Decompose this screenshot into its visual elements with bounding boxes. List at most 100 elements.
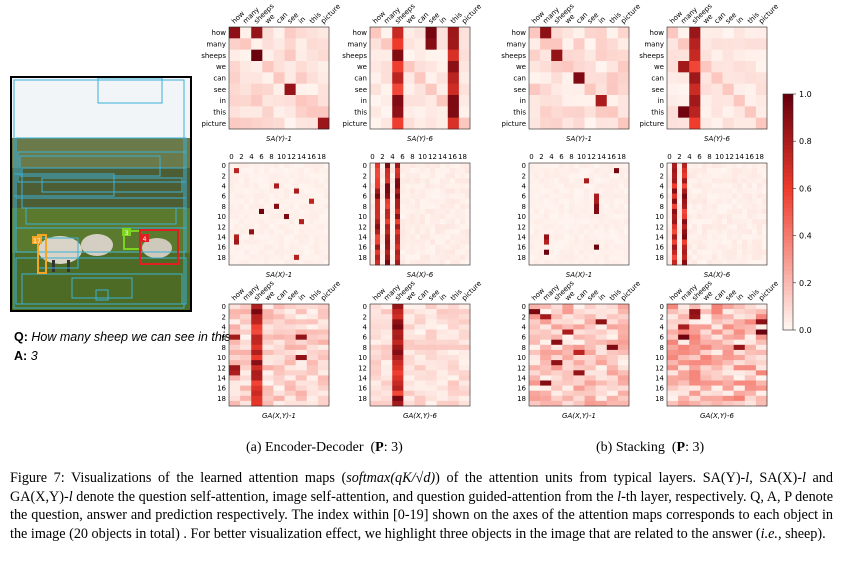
heatmap-cell [722, 355, 734, 361]
heatmap-cell [317, 117, 330, 130]
heatmap-cell [617, 365, 630, 371]
row-tick-label: 8 [363, 203, 367, 211]
heatmap-cell [702, 214, 708, 220]
heatmap-cell [529, 239, 535, 245]
heatmap-cell [392, 355, 404, 361]
colorbar-segment [783, 239, 793, 244]
heatmap-cell [614, 254, 620, 261]
heatmap-cell [284, 173, 290, 179]
heatmap-cell [436, 370, 449, 376]
heatmap-cell [744, 72, 757, 84]
heatmap-cell [403, 72, 415, 84]
heatmap-cell [579, 224, 585, 230]
heatmap-cell [599, 188, 605, 194]
heatmap-cell [254, 244, 260, 250]
heatmap-cell [370, 178, 376, 184]
heatmap-cell [314, 239, 320, 245]
heatmap-cell [589, 234, 595, 240]
heatmap-cell [529, 198, 535, 205]
heatmap-cell [595, 400, 608, 407]
heatmap-cell [733, 395, 746, 402]
heatmap-cell [460, 239, 466, 245]
heatmap-cell [269, 244, 275, 250]
heatmap-cell [254, 234, 260, 240]
heatmap-cell [392, 95, 404, 107]
colorbar-segment [783, 302, 793, 307]
heatmap-cell [752, 173, 758, 179]
heatmap-cell [458, 390, 471, 397]
heatmap-cell [254, 249, 260, 256]
heatmap-cell [465, 168, 471, 174]
heatmap-cell [755, 95, 768, 107]
heatmap-cell [682, 188, 688, 194]
heatmap-cell [594, 173, 600, 179]
heatmap-cell [594, 234, 600, 240]
heatmap-cell [551, 390, 563, 397]
heatmap-cell [447, 400, 460, 407]
heatmap-cell [692, 178, 698, 184]
heatmap-cell [584, 178, 590, 184]
heatmap-cell [707, 219, 713, 225]
heatmap-cell [539, 173, 545, 179]
heatmap-cell [244, 188, 250, 194]
heatmap-cell [465, 178, 471, 184]
heatmap-cell [262, 106, 274, 118]
heatmap-cell [273, 400, 285, 407]
panel-title: GA(X,Y)-1 [262, 412, 296, 420]
heatmap-cell [430, 208, 436, 215]
heatmap-cell [259, 229, 265, 235]
heatmap-cell [606, 324, 619, 330]
heatmap-cell [617, 106, 630, 118]
heatmap-cell [279, 183, 285, 189]
heatmap-cell [757, 183, 763, 189]
heatmap-cell [540, 38, 552, 50]
heatmap-cell [370, 395, 382, 402]
heatmap-cell [309, 239, 315, 245]
colorbar-segment [783, 153, 793, 158]
heatmap-cell [244, 254, 250, 261]
heatmap-cell [405, 259, 411, 266]
heatmap-cell [667, 95, 679, 107]
heatmap-cell [573, 72, 585, 84]
heatmap-cell [447, 72, 460, 84]
heatmap-cell [604, 234, 610, 240]
heatmap-cell [381, 309, 393, 315]
heatmap-cell [732, 239, 738, 245]
heatmap-cell [678, 400, 690, 407]
heatmap-cell [435, 229, 441, 235]
heatmap-cell [619, 239, 625, 245]
heatmap-cell [700, 390, 712, 397]
heatmap-cell [687, 234, 693, 240]
heatmap-cell [317, 319, 330, 325]
heatmap-cell [435, 259, 441, 266]
heatmap-cell [678, 324, 690, 330]
heatmap-cell [273, 344, 285, 351]
heatmap-cell [309, 208, 315, 215]
heatmap-cell [692, 173, 698, 179]
heatmap-cell [529, 314, 541, 320]
heatmap-cell [420, 229, 426, 235]
heatmap-cell [400, 224, 406, 230]
heatmap-cell [606, 349, 619, 356]
heatmap-cell [455, 183, 461, 189]
row-tick-label: 12 [655, 364, 664, 372]
heatmap-cell [317, 334, 330, 340]
heatmap-cell [403, 106, 415, 118]
heatmap-cell [667, 106, 679, 118]
colorbar-segment [783, 290, 793, 296]
heatmap-cell [304, 219, 310, 225]
row-tick-label: 10 [217, 213, 226, 221]
heatmap-cell [617, 349, 630, 356]
heatmap-cell [317, 385, 330, 391]
heatmap-cell [752, 163, 758, 169]
heatmap-cell [762, 183, 768, 189]
heatmap-cell [380, 198, 386, 205]
heatmap-cell [569, 229, 575, 235]
heatmap-cell [606, 49, 619, 62]
heatmap-cell [375, 178, 381, 184]
heatmap-cell [458, 380, 471, 386]
col-tick-label: 14 [438, 153, 447, 161]
heatmap-cell [717, 244, 723, 250]
sheep-photo: 17 3 4 [12, 78, 190, 310]
heatmap-cell [678, 72, 690, 84]
